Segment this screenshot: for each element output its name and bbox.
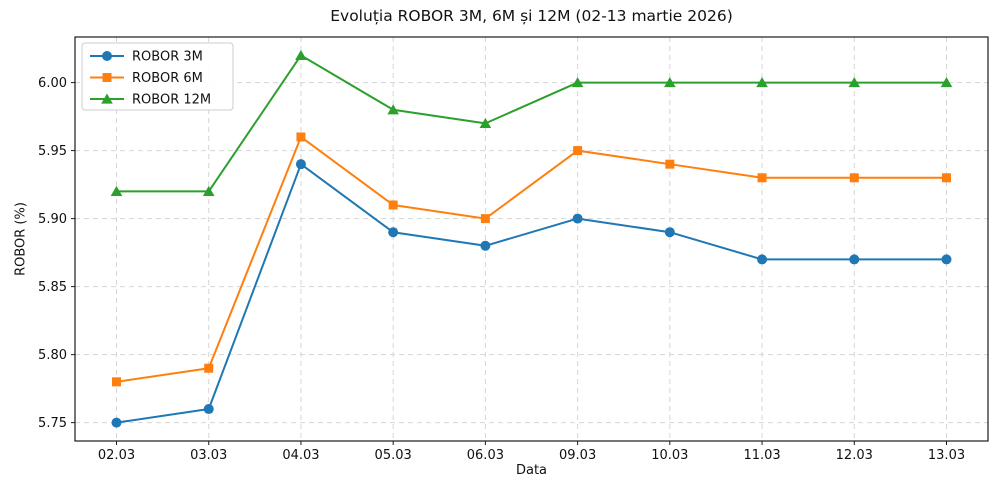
data-point-robor-12m — [664, 77, 676, 88]
series-robor-6m — [112, 132, 951, 387]
y-tick-label: 5.85 — [38, 280, 67, 295]
x-tick-label: 11.03 — [743, 448, 780, 463]
data-point-robor-6m — [112, 377, 121, 387]
y-tick-label: 5.95 — [38, 144, 67, 159]
data-point-robor-12m — [571, 77, 584, 88]
legend-label-robor-6m: ROBOR 6M — [132, 71, 203, 86]
legend-marker-robor-12m — [101, 93, 113, 104]
data-point-robor-3m — [203, 404, 214, 415]
data-point-robor-12m — [110, 185, 123, 196]
grid-lines — [75, 37, 988, 441]
series-line-robor-6m — [115, 135, 948, 383]
series-line-robor-3m — [115, 163, 948, 424]
data-point-robor-3m — [941, 254, 952, 265]
x-tick-label: 05.03 — [375, 448, 412, 463]
legend-label-robor-12m: ROBOR 12M — [132, 93, 211, 108]
data-point-robor-12m — [848, 77, 861, 88]
legend-marker-robor-3m — [102, 51, 112, 61]
legend: ROBOR 3M ROBOR 6M ROBOR 12M — [81, 42, 234, 111]
data-point-robor-3m — [388, 227, 399, 238]
data-point-robor-6m — [849, 173, 859, 183]
data-point-robor-6m — [204, 363, 214, 373]
data-point-robor-6m — [942, 173, 951, 183]
data-point-robor-12m — [202, 185, 215, 196]
data-point-robor-6m — [480, 214, 490, 224]
data-point-robor-3m — [572, 213, 583, 224]
data-point-robor-6m — [573, 146, 583, 156]
series-robor-12m — [110, 49, 953, 196]
data-point-robor-12m — [940, 77, 953, 88]
data-point-robor-12m — [756, 77, 768, 88]
data-point-robor-12m — [479, 117, 492, 128]
data-point-robor-3m — [111, 417, 122, 428]
legend-item-robor-3m: ROBOR 3M — [90, 50, 203, 65]
x-axis-label: Data — [515, 463, 548, 478]
y-tick-label: 5.80 — [38, 348, 67, 363]
legend-item-robor-12m: ROBOR 12M — [90, 93, 211, 108]
data-point-robor-3m — [849, 254, 860, 265]
data-point-robor-6m — [665, 159, 675, 169]
data-point-robor-3m — [480, 240, 491, 251]
x-tick-label: 03.03 — [190, 448, 227, 463]
data-point-robor-12m — [387, 104, 399, 115]
data-point-robor-6m — [388, 200, 398, 210]
x-tick-label: 10.03 — [651, 448, 688, 463]
data-point-robor-3m — [757, 254, 768, 265]
y-axis: 5.75 5.80 5.85 5.90 5.95 6.00 — [38, 76, 75, 431]
data-point-robor-3m — [295, 159, 306, 170]
y-tick-label: 6.00 — [38, 76, 67, 91]
x-tick-label: 04.03 — [282, 448, 319, 463]
x-tick-label: 13.03 — [928, 448, 965, 463]
x-tick-label: 12.03 — [836, 448, 873, 463]
legend-box — [81, 42, 234, 111]
data-point-robor-6m — [296, 132, 306, 142]
plot-border — [74, 36, 989, 442]
x-axis: 02.03 03.03 04.03 05.03 06.03 09.03 10.03 11.03… — [98, 441, 965, 463]
y-tick-label: 5.90 — [38, 212, 67, 227]
data-point-robor-3m — [664, 227, 675, 238]
y-axis-label: ROBOR (%) — [13, 202, 29, 276]
series-line-robor-12m — [115, 54, 948, 193]
series-robor-3m — [111, 159, 952, 428]
x-tick-label: 09.03 — [559, 448, 596, 463]
data-point-robor-12m — [295, 49, 307, 60]
data-point-robor-6m — [757, 173, 767, 183]
legend-label-robor-3m: ROBOR 3M — [132, 50, 203, 65]
x-tick-label: 06.03 — [467, 448, 504, 463]
legend-item-robor-6m: ROBOR 6M — [90, 71, 203, 86]
y-tick-label: 5.75 — [38, 416, 67, 431]
chart-title: Evoluția ROBOR 3M, 6M și 12M (02-13 mart… — [330, 7, 733, 25]
x-tick-label: 02.03 — [98, 448, 135, 463]
legend-marker-robor-6m — [102, 73, 112, 82]
